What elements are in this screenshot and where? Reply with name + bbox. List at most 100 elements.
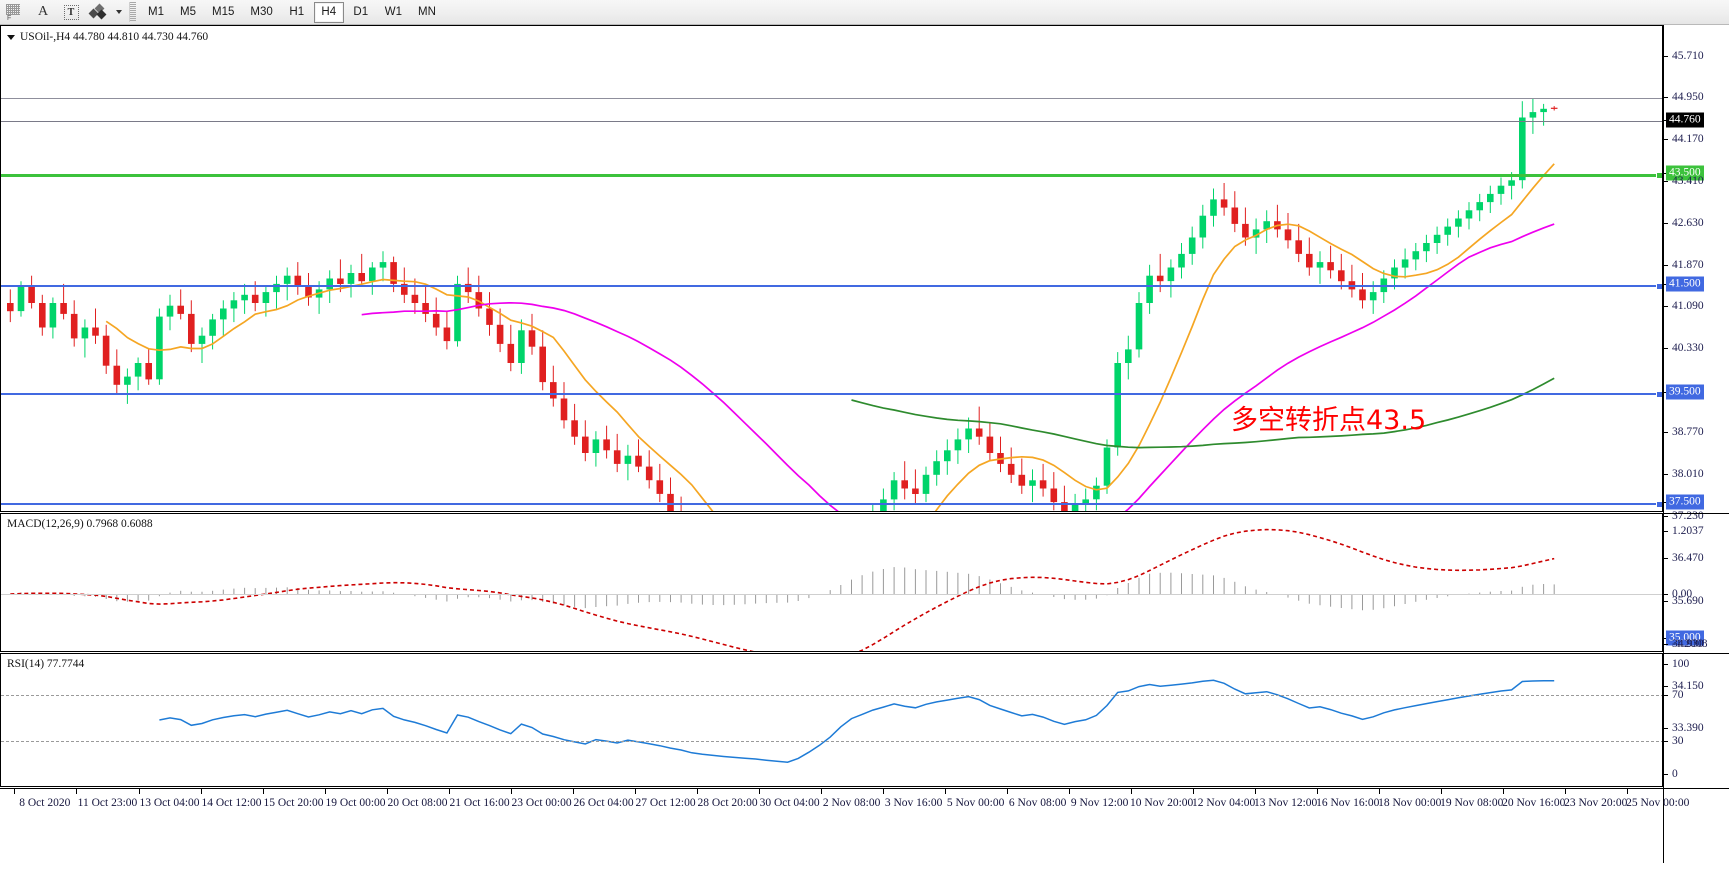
- time-axis-tick: [1502, 789, 1504, 794]
- price-pane[interactable]: USOil-,H4 44.780 44.810 44.730 44.760 多空…: [0, 25, 1663, 512]
- timeframe-d1[interactable]: D1: [353, 6, 369, 18]
- level-line-41-500[interactable]: [1, 285, 1662, 287]
- rsi-plot[interactable]: [1, 654, 1662, 786]
- time-axis-label: 21 Oct 16:00: [449, 797, 510, 809]
- chevron-down-icon[interactable]: [7, 34, 15, 40]
- macd-header: MACD(12,26,9) 0.7968 0.6088: [7, 518, 153, 530]
- time-axis-label: 5 Nov 00:00: [946, 797, 1005, 809]
- timeframe-m30[interactable]: M30: [250, 6, 273, 18]
- rsi-level-70-line: [1, 695, 1662, 696]
- time-axis-tick: [1316, 789, 1318, 794]
- level-line-39-500[interactable]: [1, 393, 1662, 395]
- level-line-43-500[interactable]: [1, 174, 1662, 177]
- text-box-icon[interactable]: T: [58, 1, 84, 23]
- time-axis-label: 27 Oct 12:00: [635, 797, 696, 809]
- price-axis-tick: [1664, 601, 1668, 602]
- price-plot[interactable]: [1, 26, 1662, 511]
- chart-annotation-text: 多空转折点43.5: [1231, 405, 1427, 436]
- price-axis-column[interactable]: 45.710 44.950 44.760 44.170 43.500 43.410 42.6…: [1663, 25, 1729, 863]
- price-level-tag[interactable]: 41.500: [1666, 276, 1704, 292]
- rsi-header: RSI(14) 77.7744: [7, 658, 85, 670]
- time-axis-label: 13 Oct 04:00: [139, 797, 200, 809]
- symbol-header[interactable]: USOil-,H4 44.780 44.810 44.730 44.760: [7, 31, 208, 43]
- price-axis-label: 43.410: [1672, 175, 1704, 187]
- level-line-37-500-handle[interactable]: [1656, 501, 1662, 508]
- time-axis-tick: [820, 789, 822, 794]
- crosshair-grid-icon[interactable]: F: [2, 1, 28, 23]
- price-axis-label: 45.710: [1672, 50, 1704, 62]
- price-axis-label: 44.170: [1672, 133, 1704, 145]
- level-line-39-500-handle[interactable]: [1656, 391, 1662, 398]
- toolbar-divider: [129, 2, 136, 22]
- macd-pane[interactable]: MACD(12,26,9) 0.7968 0.6088: [0, 513, 1663, 652]
- shapes-icon[interactable]: [86, 1, 112, 23]
- macd-series: [10, 528, 1555, 651]
- timeframe-m1[interactable]: M1: [148, 6, 164, 18]
- rsi-axis: 100 70 30 0: [1664, 653, 1729, 787]
- rsi-pane[interactable]: RSI(14) 77.7744: [0, 653, 1663, 787]
- price-axis-label: 33.390: [1672, 722, 1704, 734]
- time-axis-tick: [758, 789, 760, 794]
- price-axis-tick: [1664, 348, 1668, 349]
- time-axis-tick: [262, 789, 264, 794]
- price-axis-tick: [1664, 558, 1668, 559]
- time-axis-tick: [1192, 789, 1194, 794]
- time-axis-tick: [510, 789, 512, 794]
- time-axis-tick: [572, 789, 574, 794]
- timeframe-group: M1 M5 M15 M30 H1 H4 D1 W1 MN: [141, 1, 445, 23]
- level-line-43-500-handle[interactable]: [1656, 172, 1662, 179]
- time-axis-label: 10 Nov 20:00: [1130, 797, 1194, 809]
- price-axis-label: 41.870: [1672, 259, 1704, 271]
- timeframe-w1[interactable]: W1: [384, 6, 402, 18]
- chart-canvas-area[interactable]: USOil-,H4 44.780 44.810 44.730 44.760 多空…: [0, 25, 1729, 888]
- price-axis-label: 42.630: [1672, 217, 1704, 229]
- level-line-37-500[interactable]: [1, 503, 1662, 505]
- time-axis-label: 26 Oct 04:00: [573, 797, 634, 809]
- timeframe-m15[interactable]: M15: [212, 6, 235, 18]
- price-level-tag[interactable]: 35.000: [1666, 630, 1704, 646]
- chevron-down-icon[interactable]: [112, 1, 125, 23]
- price-axis-tick: [1664, 139, 1668, 140]
- macd-plot[interactable]: [1, 514, 1662, 651]
- price-axis-label: 38.010: [1672, 468, 1704, 480]
- price-level-tag[interactable]: 43.500: [1666, 165, 1704, 181]
- price-axis-tick: [1664, 686, 1668, 687]
- time-axis-label: 18 Nov 00:00: [1378, 797, 1442, 809]
- timeframe-mn[interactable]: MN: [418, 6, 436, 18]
- timeframe-m5[interactable]: M5: [180, 6, 196, 18]
- rsi-axis-label: 100: [1672, 658, 1690, 670]
- text-label-glyph: A: [37, 4, 49, 19]
- rsi-axis-label: 70: [1672, 689, 1684, 701]
- macd-axis: 1.2037 0.00 -1.2008: [1664, 513, 1729, 652]
- timeframe-h1[interactable]: H1: [289, 6, 305, 18]
- time-axis-tick: [138, 789, 140, 794]
- candlestick-series: [7, 98, 1558, 511]
- chart-toolbar: F A T M1 M5 M15 M30 H1 H4 D1 W1 MN: [0, 0, 1729, 25]
- price-level-tag[interactable]: 39.500: [1666, 384, 1704, 400]
- time-axis-tick: [1626, 789, 1628, 794]
- time-axis-tick: [1254, 789, 1256, 794]
- rsi-series: [159, 679, 1555, 763]
- last-price-tag[interactable]: 44.760: [1666, 112, 1704, 128]
- time-axis-label: 28 Oct 20:00: [697, 797, 758, 809]
- time-axis[interactable]: 8 Oct 2020 11 Oct 23:00 13 Oct 04:00 14 Oct…: [0, 788, 1729, 888]
- text-label-icon[interactable]: A: [30, 1, 56, 23]
- symbol-header-text: USOil-,H4 44.780 44.810 44.730 44.760: [20, 31, 209, 43]
- price-axis-label: 40.330: [1672, 342, 1704, 354]
- price-axis-tick: [1664, 56, 1668, 57]
- macd-axis-label: 1.2037: [1672, 525, 1704, 537]
- time-axis-tick: [1378, 789, 1380, 794]
- price-level-tag[interactable]: 37.500: [1666, 494, 1704, 510]
- price-axis-label: 35.690: [1672, 595, 1704, 607]
- time-axis-tick: [324, 789, 326, 794]
- level-line-41-500-handle[interactable]: [1656, 283, 1662, 290]
- time-axis-tick: [76, 789, 78, 794]
- time-axis-label: 15 Oct 20:00: [263, 797, 324, 809]
- timeframe-h4[interactable]: H4: [313, 1, 344, 23]
- text-box-glyph: T: [63, 4, 79, 20]
- time-axis-label: 13 Nov 12:00: [1254, 797, 1318, 809]
- rsi-axis-tick: [1664, 695, 1668, 696]
- macd-axis-label: -1.2008: [1672, 638, 1708, 650]
- rsi-axis-label: 30: [1672, 735, 1684, 747]
